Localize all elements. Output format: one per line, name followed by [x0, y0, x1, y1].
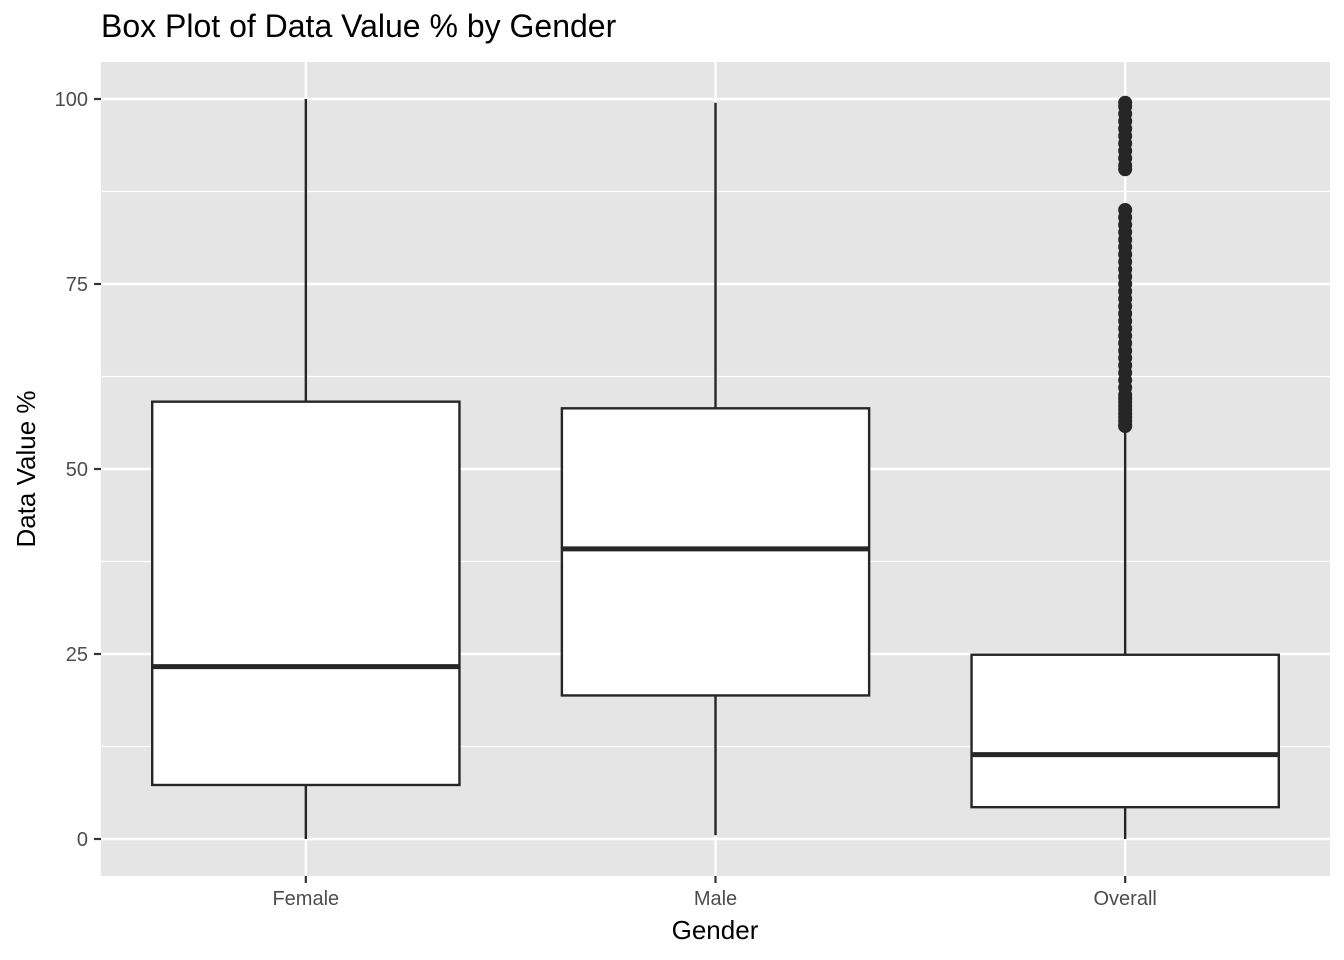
box-overall: [970, 95, 1280, 839]
y-tick-label: 25: [66, 644, 88, 666]
x-tick-label: Female: [272, 888, 339, 910]
chart-title: Box Plot of Data Value % by Gender: [101, 8, 617, 44]
iqr-box: [970, 653, 1280, 809]
boxes-layer: [151, 95, 1280, 839]
y-tick-label: 100: [55, 89, 88, 111]
outlier-point: [1118, 203, 1133, 217]
y-tick-label: 0: [77, 829, 88, 851]
y-tick-label: 50: [66, 459, 88, 481]
outlier-point: [1118, 95, 1133, 110]
y-axis: 0 25 50 75 100: [55, 89, 101, 851]
x-axis: Female Male Overall: [272, 876, 1157, 910]
iqr-box: [151, 400, 461, 787]
box-female: [151, 99, 461, 839]
iqr-box: [560, 407, 871, 697]
x-tick-label: Overall: [1093, 888, 1156, 910]
x-axis-title: Gender: [672, 915, 759, 945]
box-male: [560, 102, 871, 836]
y-axis-title: Data Value %: [11, 390, 41, 547]
y-tick-label: 75: [66, 274, 88, 296]
x-tick-label: Male: [694, 888, 737, 910]
